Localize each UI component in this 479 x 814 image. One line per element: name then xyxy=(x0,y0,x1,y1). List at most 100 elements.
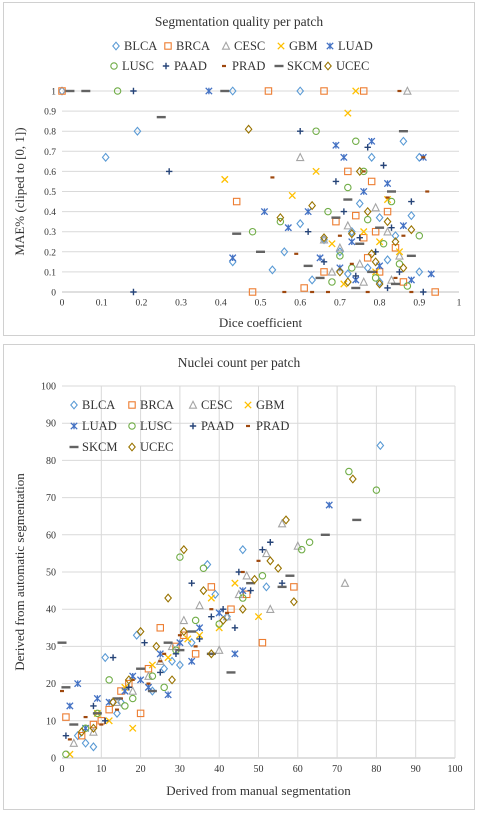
point-luad xyxy=(136,676,145,684)
legend-item-prad: PRAD xyxy=(246,419,289,433)
point-luad xyxy=(215,609,223,617)
point-blca xyxy=(363,263,372,273)
point-cesc xyxy=(340,578,350,587)
point-ucec xyxy=(343,277,352,287)
legend-marker-brca xyxy=(128,401,136,409)
point-prad xyxy=(361,170,366,173)
point-paad xyxy=(165,168,173,175)
legend-item-skcm: SKCM xyxy=(274,59,322,73)
point-luad xyxy=(156,650,164,658)
point-luad xyxy=(66,702,74,710)
point-paad xyxy=(188,579,195,587)
point-ucec xyxy=(199,585,208,596)
point-lusc xyxy=(387,197,396,206)
legend-label: SKCM xyxy=(287,59,322,73)
point-luad xyxy=(239,586,247,595)
point-lusc xyxy=(415,231,424,240)
point-gbm xyxy=(184,635,192,643)
legend-label: PRAD xyxy=(256,419,289,433)
point-skcm xyxy=(226,671,236,674)
point-paad xyxy=(320,258,328,266)
point-paad xyxy=(304,228,312,235)
point-lusc xyxy=(312,127,320,135)
legend-label: LUAD xyxy=(82,419,117,433)
gridlines xyxy=(62,385,456,759)
legend-item-brca: BRCA xyxy=(164,39,210,53)
legend-marker-gbm xyxy=(277,42,285,50)
point-lusc xyxy=(395,260,404,268)
legend-label: UCEC xyxy=(140,440,173,454)
point-luad xyxy=(229,254,237,262)
point-brca xyxy=(136,709,145,718)
legend-marker-blca xyxy=(112,41,120,51)
point-skcm xyxy=(315,276,325,280)
point-skcm xyxy=(387,190,397,193)
point-luad xyxy=(121,687,129,695)
x-tick-label: 1 xyxy=(457,299,462,309)
x-tick-label: 100 xyxy=(448,764,463,775)
x-tick-label: 60 xyxy=(293,764,303,775)
point-cesc xyxy=(234,589,244,599)
point-ucec xyxy=(109,697,118,707)
legend-label: CESC xyxy=(234,39,265,53)
point-prad xyxy=(146,682,151,685)
point-blca xyxy=(296,86,305,96)
legend-label: SKCM xyxy=(82,440,117,454)
y-tick-label: 0.8 xyxy=(44,128,56,138)
point-blca xyxy=(211,589,220,599)
point-cesc xyxy=(222,611,232,621)
y-tick-label: 80 xyxy=(46,456,56,467)
point-brca xyxy=(58,87,66,95)
point-skcm xyxy=(175,648,185,652)
y-tick-label: 0.2 xyxy=(44,248,56,258)
point-brca xyxy=(191,650,200,658)
point-skcm xyxy=(355,242,365,245)
point-cesc xyxy=(195,600,204,610)
point-paad xyxy=(380,162,387,169)
y-tick-label: 70 xyxy=(46,493,56,504)
point-blca xyxy=(228,86,237,96)
point-paad xyxy=(125,684,133,691)
point-prad xyxy=(385,196,390,199)
point-ucec xyxy=(89,723,98,733)
point-gbm xyxy=(360,228,368,236)
series-brca xyxy=(62,583,298,740)
point-skcm xyxy=(69,723,79,726)
series-lusc xyxy=(62,467,381,759)
point-brca xyxy=(207,583,216,591)
point-prad xyxy=(365,290,370,294)
point-prad xyxy=(115,708,120,711)
x-tick-label: 0.9 xyxy=(413,299,425,309)
point-lusc xyxy=(276,217,285,226)
point-cesc xyxy=(402,86,412,95)
point-prad xyxy=(225,611,230,615)
point-paad xyxy=(259,546,266,553)
point-skcm xyxy=(156,115,166,119)
point-cesc xyxy=(343,220,353,230)
point-gbm xyxy=(254,612,263,621)
segmentation-quality-chart: 0 0.1 0.2 0.3 0.4 0.5 0.6 0.7 0.8 0.9 1 0 0.1 0.2 0.3 0… xyxy=(12,14,462,330)
legend-label: UCEC xyxy=(336,59,369,73)
legend-marker-cesc xyxy=(188,400,198,409)
point-brca xyxy=(344,167,352,176)
x-tick-label: 0.5 xyxy=(255,299,267,309)
point-luad xyxy=(325,501,333,509)
point-ucec xyxy=(308,200,317,211)
x-tick-label: 0 xyxy=(60,764,65,775)
point-lusc xyxy=(359,167,368,176)
legend-marker-lusc xyxy=(110,62,118,70)
point-luad xyxy=(399,222,408,230)
point-lusc xyxy=(160,683,168,692)
point-brca xyxy=(105,705,113,714)
point-cesc xyxy=(327,266,337,276)
point-ucec xyxy=(399,263,408,273)
point-paad xyxy=(219,606,227,613)
point-ucec xyxy=(276,212,285,223)
legend-item-gbm: GBM xyxy=(244,398,284,412)
point-lusc xyxy=(248,227,257,236)
point-blca xyxy=(376,440,385,451)
point-paad xyxy=(332,178,340,185)
point-blca xyxy=(81,738,90,748)
legend-item-luad: LUAD xyxy=(70,419,117,433)
point-prad xyxy=(177,634,182,637)
